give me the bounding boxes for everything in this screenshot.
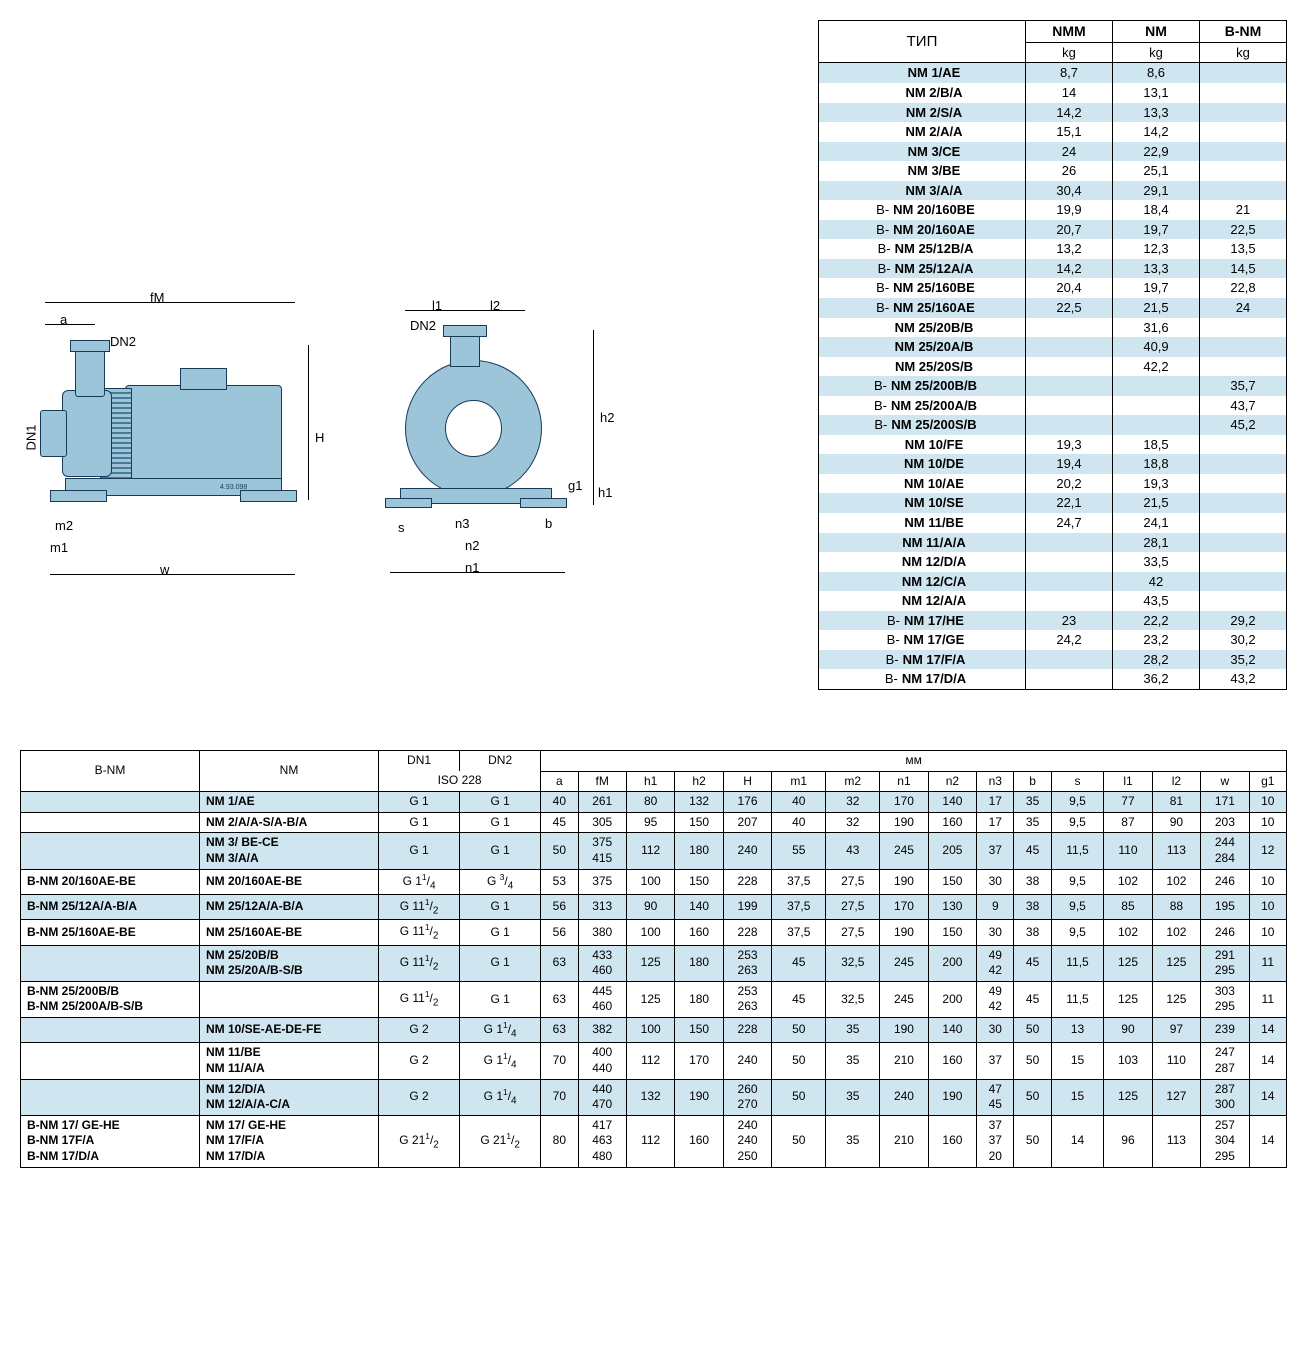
dim-H: H — [315, 430, 324, 445]
dim-DN2-front: DN2 — [410, 318, 436, 333]
weight-hdr-nm: NM — [1113, 21, 1200, 43]
dimension-table: B-NM NM DN1 DN2 мм ISO 228 afMh1h2Hm1m2n… — [20, 750, 1287, 1168]
weight-row: NM 2/S/A14,213,3 — [819, 103, 1287, 123]
top-section: fM a DN2 DN1 H m2 m1 w 4.93.098 — [20, 20, 1287, 690]
drawing-ref: 4.93.098 — [220, 484, 247, 491]
dim-col-n1: n1 — [880, 771, 928, 792]
dim-row: B-NM 17/ GE-HEB-NM 17F/AB-NM 17/D/ANM 17… — [21, 1115, 1287, 1167]
weight-row: B-NM 25/200A/B43,7 — [819, 396, 1287, 416]
dim-col-H: H — [723, 771, 771, 792]
dim-row: NM 3/ BE-CENM 3/A/AG 1G 1503754151121802… — [21, 833, 1287, 869]
weight-row: NM 10/FE19,318,5 — [819, 435, 1287, 455]
weight-row: NM 11/A/A28,1 — [819, 533, 1287, 553]
weight-row: NM 12/A/A43,5 — [819, 591, 1287, 611]
dim-col-l2: l2 — [1152, 771, 1200, 792]
dim-hdr-dn2: DN2 — [460, 750, 541, 771]
dim-col-g1: g1 — [1249, 771, 1286, 792]
weight-row: NM 10/DE19,418,8 — [819, 454, 1287, 474]
weight-row: NM 12/C/A42 — [819, 572, 1287, 592]
weight-row: B-NM 25/12A/A14,213,314,5 — [819, 259, 1287, 279]
dim-DN2-side: DN2 — [110, 334, 136, 349]
weight-row: NM 1/AE8,78,6 — [819, 63, 1287, 83]
dim-h2: h2 — [600, 410, 614, 425]
dim-row: NM 12/D/ANM 12/A/A-C/AG 2G 11/4704404701… — [21, 1079, 1287, 1115]
dim-m1: m1 — [50, 540, 68, 555]
weight-hdr-type: ТИП — [819, 21, 1026, 63]
weight-row: B-NM 25/12B/A13,212,313,5 — [819, 239, 1287, 259]
weight-row: NM 2/A/A15,114,2 — [819, 122, 1287, 142]
dim-col-fM: fM — [578, 771, 626, 792]
weight-row: B-NM 17/D/A36,243,2 — [819, 669, 1287, 689]
weight-row: B-NM 20/160BE19,918,421 — [819, 200, 1287, 220]
weight-row: NM 3/BE2625,1 — [819, 161, 1287, 181]
dim-col-w: w — [1201, 771, 1249, 792]
dim-hdr-iso: ISO 228 — [379, 771, 541, 792]
dim-row: NM 2/A/A-S/A-B/AG 1G 1453059515020740321… — [21, 812, 1287, 833]
dim-hdr-bnm: B-NM — [21, 750, 200, 791]
dim-col-h2: h2 — [675, 771, 723, 792]
weight-table: ТИП NMM NM B-NM kg kg kg NM 1/AE8,78,6NM… — [818, 20, 1287, 690]
weight-hdr-nmm: NMM — [1026, 21, 1113, 43]
weight-row: NM 10/SE22,121,5 — [819, 493, 1287, 513]
dim-row: B-NM 25/200B/BB-NM 25/200A/B-S/BG 111/2G… — [21, 981, 1287, 1017]
weight-row: NM 11/BE24,724,1 — [819, 513, 1287, 533]
dim-row: B-NM 25/160AE-BENM 25/160AE-BEG 111/2G 1… — [21, 920, 1287, 945]
weight-row: B-NM 17/GE24,223,230,2 — [819, 630, 1287, 650]
weight-row: NM 2/B/A1413,1 — [819, 83, 1287, 103]
weight-row: B-NM 25/160AE22,521,524 — [819, 298, 1287, 318]
dim-col-n2: n2 — [928, 771, 976, 792]
dim-hdr-dn1: DN1 — [379, 750, 460, 771]
weight-row: NM 3/A/A30,429,1 — [819, 181, 1287, 201]
weight-unit-1: kg — [1026, 42, 1113, 63]
dim-g1: g1 — [568, 478, 582, 493]
dim-col-a: a — [541, 771, 578, 792]
weight-row: B-NM 17/F/A28,235,2 — [819, 650, 1287, 670]
dim-m2: m2 — [55, 518, 73, 533]
weight-row: B-NM 25/200B/B35,7 — [819, 376, 1287, 396]
dim-n2: n2 — [465, 538, 479, 553]
weight-row: NM 25/20A/B40,9 — [819, 337, 1287, 357]
dim-row: NM 11/BENM 11/A/AG 2G 11/470400440112170… — [21, 1043, 1287, 1079]
dim-b: b — [545, 516, 552, 531]
weight-row: B-NM 17/HE2322,229,2 — [819, 611, 1287, 631]
weight-row: NM 25/20B/B31,6 — [819, 318, 1287, 338]
dim-col-m1: m1 — [772, 771, 826, 792]
weight-row: B-NM 20/160AE20,719,722,5 — [819, 220, 1287, 240]
dim-col-m2: m2 — [826, 771, 880, 792]
dim-col-h1: h1 — [626, 771, 674, 792]
dim-hdr-nm: NM — [200, 750, 379, 791]
dim-row: NM 10/SE-AE-DE-FEG 2G 11/463382100150228… — [21, 1018, 1287, 1043]
dim-col-l1: l1 — [1104, 771, 1152, 792]
weight-row: NM 25/20S/B42,2 — [819, 357, 1287, 377]
weight-row: NM 12/D/A33,5 — [819, 552, 1287, 572]
dim-n3: n3 — [455, 516, 469, 531]
diagram-area: fM a DN2 DN1 H m2 m1 w 4.93.098 — [20, 20, 660, 580]
dim-col-n3: n3 — [977, 771, 1014, 792]
dim-s: s — [398, 520, 405, 535]
dim-col-s: s — [1051, 771, 1104, 792]
weight-row: B-NM 25/160BE20,419,722,8 — [819, 278, 1287, 298]
dim-DN1: DN1 — [24, 424, 39, 450]
dim-row: NM 1/AEG 1G 1402618013217640321701401735… — [21, 792, 1287, 813]
weight-hdr-bnm: B-NM — [1200, 21, 1287, 43]
dim-row: NM 25/20B/BNM 25/20A/B-S/BG 111/2G 16343… — [21, 945, 1287, 981]
weight-row: NM 10/AE20,219,3 — [819, 474, 1287, 494]
dim-h1: h1 — [598, 485, 612, 500]
dim-hdr-mm: мм — [541, 750, 1287, 771]
dim-col-b: b — [1014, 771, 1051, 792]
weight-unit-3: kg — [1200, 42, 1287, 63]
pump-front-view: l1 l2 DN2 h2 g1 h1 s n3 b n2 n1 — [350, 290, 630, 580]
dim-row: B-NM 20/160AE-BENM 20/160AE-BEG 11/4G 3/… — [21, 869, 1287, 894]
weight-unit-2: kg — [1113, 42, 1200, 63]
pump-side-view: fM a DN2 DN1 H m2 m1 w 4.93.098 — [20, 290, 330, 580]
weight-row: NM 3/CE2422,9 — [819, 142, 1287, 162]
weight-row: B-NM 25/200S/B45,2 — [819, 415, 1287, 435]
dim-row: B-NM 25/12A/A-B/ANM 25/12A/A-B/AG 111/2G… — [21, 894, 1287, 919]
